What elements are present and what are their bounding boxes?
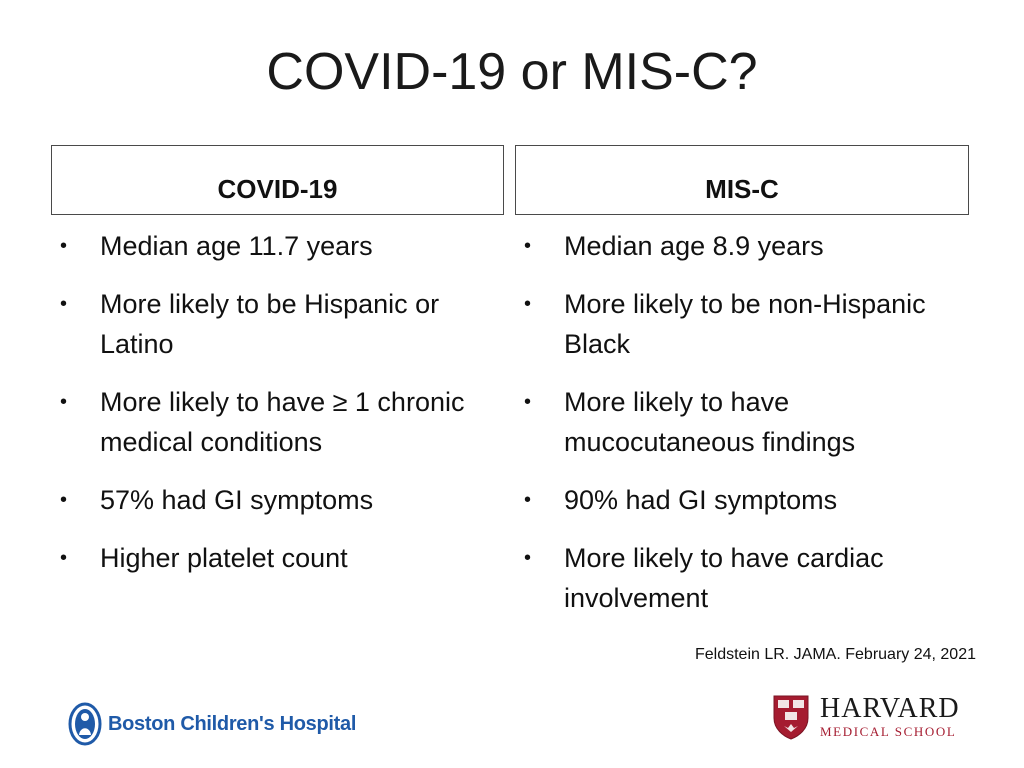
bullet-icon: • [524,293,532,315]
bullet-icon: • [60,547,68,569]
slide-title: COVID-19 or MIS-C? [266,43,758,101]
harvard-logo-name: HARVARD [820,693,960,724]
harvard-logo-subtitle: MEDICAL SCHOOL [820,724,957,739]
covid-header-label: COVID-19 [217,173,338,204]
covid-column-header: COVID-19 [51,145,504,215]
bullet-icon: • [60,235,68,257]
list-item: • Higher platelet count [60,538,490,578]
list-item: • 90% had GI symptoms [524,480,964,520]
list-item: • More likely to have cardiac involvement [524,538,964,618]
bullet-text: 57% had GI symptoms [100,485,374,515]
list-item: • More likely to have ≥ 1 chronic medical… [60,382,490,462]
misc-header-label: MIS-C [705,173,779,204]
citation: Feldstein LR. JAMA. February 24, 2021 [694,646,976,663]
harvard-shield-icon [773,695,809,740]
bullet-text: Higher platelet count [100,543,348,573]
list-item: • 57% had GI symptoms [60,480,490,520]
boston-childrens-emblem-icon [68,702,102,746]
bullet-icon: • [524,547,532,569]
bullet-text: More likely to be non-Hispanic Black [564,289,926,359]
bullet-icon: • [60,391,68,413]
list-item: • Median age 11.7 years [60,226,490,266]
bullet-icon: • [60,489,68,511]
covid-bullet-list: • Median age 11.7 years • More likely to b… [60,226,490,596]
list-item: • More likely to have mucocutaneous findi… [524,382,964,462]
boston-childrens-logo: Boston Children's Hospital [68,702,356,746]
bullet-icon: • [524,489,532,511]
boston-childrens-logo-text: Boston Children's Hospital [108,712,357,735]
harvard-medical-school-logo: HARVARD MEDICAL SCHOOL [772,694,960,740]
misc-column-header: MIS-C [515,145,969,215]
list-item: • More likely to be non-Hispanic Black [524,284,964,364]
bullet-text: Median age 11.7 years [100,231,373,261]
bullet-text: Median age 8.9 years [564,231,824,261]
list-item: • More likely to be Hispanic or Latino [60,284,490,364]
misc-bullet-list: • Median age 8.9 years • More likely to be… [524,226,964,636]
bullet-text: More likely to have mucocutaneous findin… [564,387,856,457]
bullet-icon: • [524,391,532,413]
bullet-text: More likely to have ≥ 1 chronic medical … [100,387,465,457]
bullet-icon: • [524,235,532,257]
bullet-text: More likely to have cardiac involvement [564,543,884,613]
bullet-text: 90% had GI symptoms [564,485,838,515]
bullet-icon: • [60,293,68,315]
bullet-text: More likely to be Hispanic or Latino [100,289,440,359]
list-item: • Median age 8.9 years [524,226,964,266]
harvard-logo-text: HARVARD MEDICAL SCHOOL [820,694,960,740]
